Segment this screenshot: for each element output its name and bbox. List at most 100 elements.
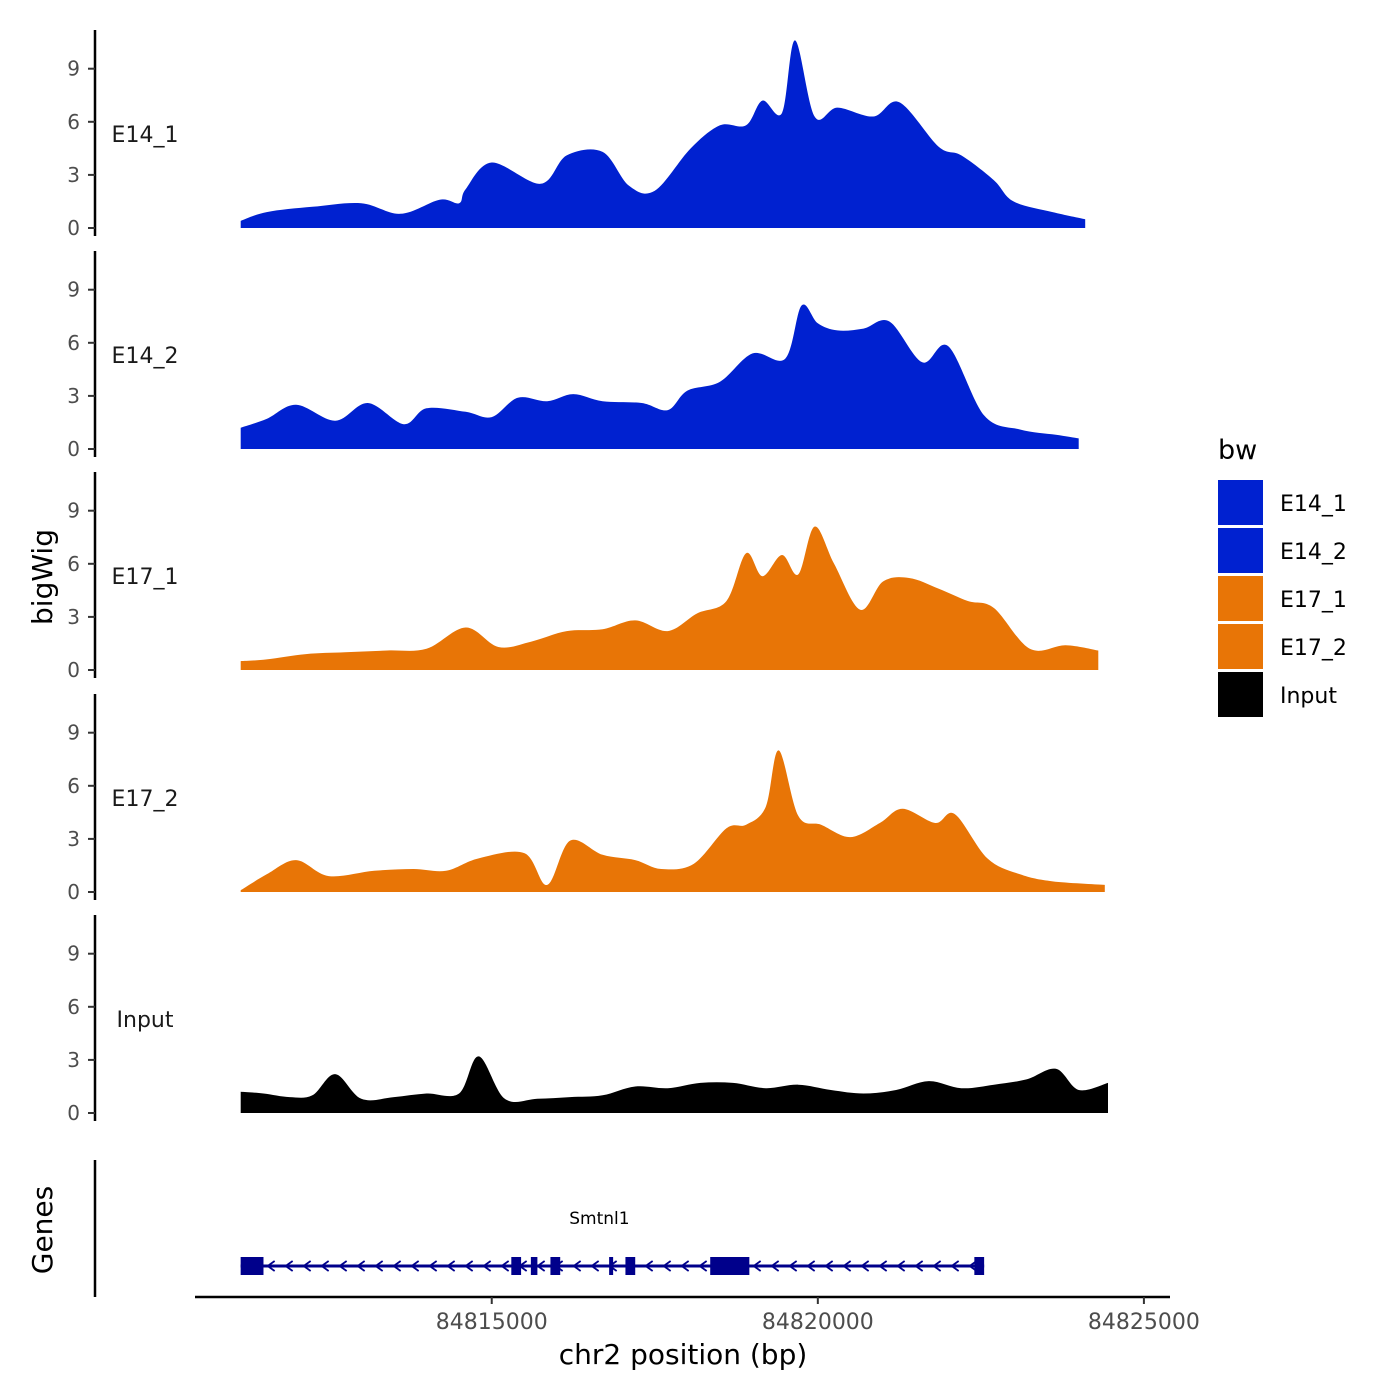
legend-swatch (1218, 672, 1263, 717)
strand-arrow (932, 1260, 942, 1272)
y-tick-label: 0 (67, 1101, 80, 1125)
track-input: 0 3 6 9 Input (67, 915, 1108, 1125)
strand-arrow (482, 1260, 492, 1272)
y-tick-label: 6 (67, 774, 80, 798)
legend-label: E14_2 (1280, 540, 1347, 565)
y-tick-label: 3 (67, 1048, 80, 1072)
legend-item-e17-1: E17_1 (1218, 576, 1347, 621)
track-panels: 0 3 6 9 E14_1 0 3 6 9 E14_2 0 3 6 9 E17_1 0 3 6 9 E17_2 0 3 6 9… (67, 30, 1108, 1125)
strand-arrow (662, 1260, 672, 1272)
coverage-area-e17-2 (240, 750, 1105, 892)
strand-arrow (878, 1260, 888, 1272)
y-tick-label: 3 (67, 605, 80, 629)
track-label-e17-2: E17_2 (112, 787, 179, 812)
gene-exon (625, 1257, 636, 1275)
strand-arrow (698, 1260, 708, 1272)
legend-swatch (1218, 576, 1263, 621)
gene-exon (974, 1257, 985, 1275)
legend-item-e14-2: E14_2 (1218, 528, 1347, 573)
strand-arrow (590, 1260, 600, 1272)
legend-title: bw (1218, 435, 1257, 466)
x-axis-title: chr2 position (bp) (559, 1338, 808, 1371)
y-tick-label: 6 (67, 995, 80, 1019)
y-tick-label: 9 (67, 942, 80, 966)
strand-arrow (968, 1260, 978, 1272)
gene-exon (511, 1257, 522, 1275)
strand-arrow (356, 1260, 366, 1272)
x-tick-label: 84825000 (1088, 1310, 1200, 1335)
track-e17-2: 0 3 6 9 E17_2 (67, 694, 1105, 904)
strand-arrow (410, 1260, 420, 1272)
track-e14-1: 0 3 6 9 E14_1 (67, 30, 1086, 240)
strand-arrow (302, 1260, 312, 1272)
strand-arrow (536, 1260, 546, 1272)
track-label-e14-1: E14_1 (112, 123, 179, 148)
strand-arrow (896, 1260, 906, 1272)
strand-arrow (338, 1260, 348, 1272)
strand-arrow (266, 1260, 276, 1272)
strand-arrow (824, 1260, 834, 1272)
strand-arrow (572, 1260, 582, 1272)
strand-arrow (860, 1260, 870, 1272)
strand-arrow (500, 1260, 510, 1272)
track-label-e14-2: E14_2 (112, 344, 179, 369)
track-e14-2: 0 3 6 9 E14_2 (67, 251, 1079, 461)
y-tick-label: 6 (67, 552, 80, 576)
track-label-e17-1: E17_1 (112, 565, 179, 590)
y-tick-label: 3 (67, 827, 80, 851)
strand-arrow (374, 1260, 384, 1272)
coverage-area-e17-1 (240, 526, 1099, 670)
gene-exon (550, 1257, 561, 1275)
x-tick-label: 84820000 (762, 1310, 874, 1335)
y-tick-label: 3 (67, 384, 80, 408)
strand-arrow (680, 1260, 690, 1272)
y-tick-label: 6 (67, 110, 80, 134)
strand-arrow (950, 1260, 960, 1272)
gene-exon (240, 1257, 264, 1275)
x-axis: 84815000 84820000 84825000 (195, 1295, 1200, 1335)
legend-item-input: Input (1218, 672, 1337, 717)
strand-arrow (752, 1260, 762, 1272)
strand-arrow (842, 1260, 852, 1272)
y-tick-label: 6 (67, 331, 80, 355)
strand-arrow (284, 1260, 294, 1272)
legend-label: E17_1 (1280, 588, 1347, 613)
y-tick-label: 9 (67, 278, 80, 302)
genes-axis-title: Genes (26, 1186, 59, 1274)
strand-arrow (464, 1260, 474, 1272)
legend: bw E14_1 E14_2 E17_1 E17_2 Input (1218, 435, 1347, 717)
y-tick-label: 3 (67, 163, 80, 187)
track-label-input: Input (117, 1008, 174, 1033)
y-tick-label: 0 (67, 216, 80, 240)
legend-swatch (1218, 528, 1263, 573)
gene-exon (609, 1257, 614, 1275)
strand-arrow (914, 1260, 924, 1272)
y-tick-label: 9 (67, 57, 80, 81)
coverage-area-input (240, 1056, 1108, 1113)
gene-track: Smtnl1 (93, 1160, 985, 1297)
y-tick-label: 0 (67, 437, 80, 461)
legend-label: Input (1280, 684, 1337, 709)
coverage-area-e14-2 (240, 304, 1079, 449)
strand-arrow (392, 1260, 402, 1272)
strand-arrow (446, 1260, 456, 1272)
strand-arrow (770, 1260, 780, 1272)
strand-arrow (320, 1260, 330, 1272)
y-tick-label: 9 (67, 721, 80, 745)
legend-label: E14_1 (1280, 492, 1347, 517)
strand-arrow (788, 1260, 798, 1272)
gene-smtnl1: Smtnl1 (240, 1209, 985, 1275)
coverage-area-e14-1 (240, 40, 1086, 228)
legend-label: E17_2 (1280, 636, 1347, 661)
track-e17-1: 0 3 6 9 E17_1 (67, 472, 1099, 682)
strand-arrow (428, 1260, 438, 1272)
gene-name-label: Smtnl1 (569, 1209, 629, 1229)
x-tick-label: 84815000 (436, 1310, 548, 1335)
y-tick-label: 0 (67, 658, 80, 682)
legend-item-e17-2: E17_2 (1218, 624, 1347, 669)
y-axis-title: bigWig (26, 529, 59, 625)
strand-arrow (644, 1260, 654, 1272)
legend-item-e14-1: E14_1 (1218, 480, 1347, 525)
y-tick-label: 9 (67, 499, 80, 523)
